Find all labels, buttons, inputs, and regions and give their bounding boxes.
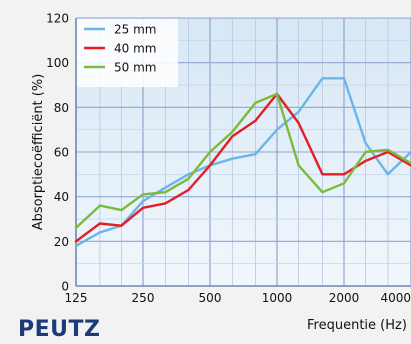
legend-label: 40 mm: [114, 42, 156, 56]
legend-label: 50 mm: [114, 61, 156, 75]
y-tick-label: 100: [46, 56, 69, 70]
y-tick-label: 80: [54, 101, 69, 115]
x-tick-label: 125: [65, 291, 88, 305]
series-line-50-mm: [74, 92, 411, 230]
y-axis-label: Absorptiecoëfficiënt (%): [31, 74, 46, 231]
x-tick-label: 2000: [329, 291, 360, 305]
x-tick-label: 1000: [262, 291, 293, 305]
x-axis-label: Frequentie (Hz): [307, 318, 407, 333]
x-tick-label: 250: [132, 291, 155, 305]
peutz-logo: PEUTZ: [18, 317, 100, 342]
x-tick-label: 500: [199, 291, 222, 305]
y-tick-label: 40: [54, 190, 69, 204]
y-tick-label: 0: [61, 280, 69, 294]
series-line-25-mm: [74, 77, 411, 248]
x-tick-label: 4000: [380, 291, 411, 305]
y-tick-label: 20: [54, 235, 69, 249]
legend-box: [77, 19, 178, 87]
y-tick-label: 120: [46, 12, 69, 26]
y-tick-label: 60: [54, 146, 69, 160]
legend-label: 25 mm: [114, 23, 156, 37]
